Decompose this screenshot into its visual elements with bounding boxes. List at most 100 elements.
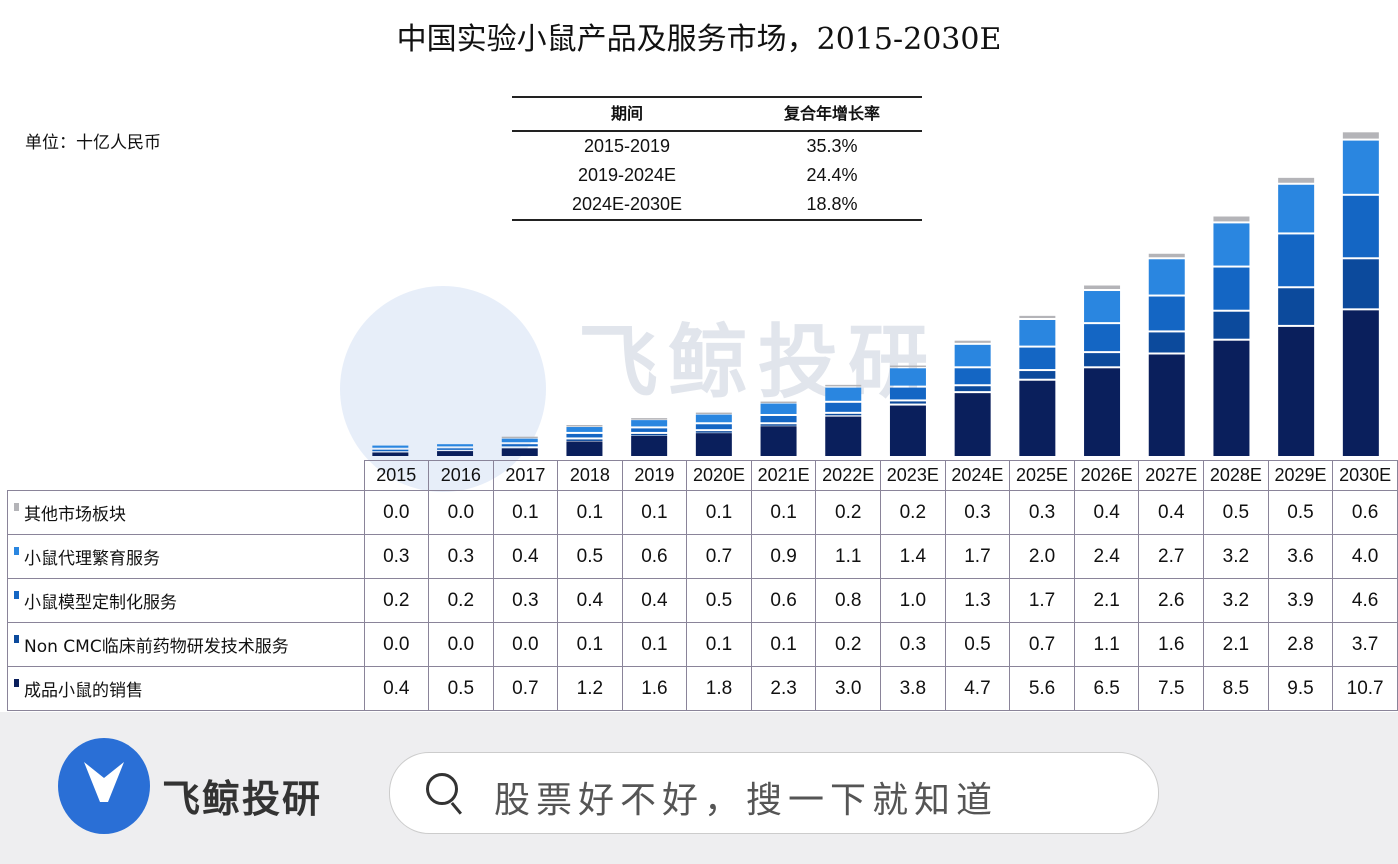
value-cell: 0.1 (686, 490, 752, 535)
value-cell: 0.5 (1267, 490, 1334, 535)
bar-segment (760, 426, 797, 456)
bar-segment (1148, 253, 1185, 258)
value-cell: 0.4 (557, 578, 623, 623)
value-cell: 10.7 (1332, 666, 1398, 711)
value-cell: 0.1 (621, 490, 688, 535)
value-cell: 2.7 (1138, 534, 1205, 579)
series-label: Non CMC临床前药物研发技术服务 (7, 622, 365, 667)
bar-segment (437, 451, 474, 456)
legend-swatch (14, 635, 19, 643)
bar-segment (437, 444, 474, 447)
cagr-rate: 35.3% (806, 136, 858, 156)
value-cell: 1.3 (944, 578, 1011, 623)
bar-segment (825, 416, 862, 456)
bar-segment (1148, 332, 1185, 353)
bar-segment (1342, 132, 1379, 139)
bar-segment (631, 433, 668, 436)
bar-segment (501, 436, 538, 439)
bar-segment (1019, 371, 1056, 379)
value-cell: 0.5 (944, 622, 1011, 667)
bar-segment (1278, 288, 1315, 325)
year-header-row: 2015 2016 2017 2018 2019 2020E 2021E 2022E 2023E… (7, 460, 1398, 491)
legend-swatch (14, 503, 19, 511)
cagr-row: 2015-2019 35.3% (512, 132, 922, 161)
series-label: 其他市场板块 (7, 490, 365, 535)
search-box[interactable]: 股票好不好，搜一下就知道 (389, 752, 1159, 834)
value-cell: 0.1 (492, 490, 559, 535)
series-label: 成品小鼠的销售 (7, 666, 365, 711)
chart-title: 中国实验小鼠产品及服务市场，2015-2030E (396, 22, 1002, 57)
cagr-period: 2019-2024E (577, 165, 677, 185)
bar-segment (1213, 223, 1250, 266)
bar-segment (889, 405, 926, 456)
cagr-rate: 24.4% (806, 165, 858, 185)
value-cell: 0.2 (363, 578, 430, 623)
value-cell: 0.4 (492, 534, 559, 579)
bar-segment (1342, 140, 1379, 194)
cagr-period: 2015-2019 (583, 136, 671, 156)
series-row: Non CMC临床前药物研发技术服务 0.0 0.0 0.0 0.1 0.1 0.1 0.1 0… (7, 622, 1398, 667)
bar-segment (631, 418, 668, 420)
bar-segment (1342, 195, 1379, 258)
value-cell: 3.7 (1332, 622, 1398, 667)
value-cell: 0.2 (815, 490, 882, 535)
blank-cell (7, 460, 365, 491)
bar-segment (437, 448, 474, 450)
bar-segment (1213, 311, 1250, 339)
bar-segment (1278, 234, 1315, 287)
series-row: 成品小鼠的销售 0.4 0.5 0.7 1.2 1.6 1.8 2.3 3.0 3.8 4.7 5.6… (7, 666, 1398, 711)
value-cell: 0.5 (686, 578, 752, 623)
value-cell: 0.7 (1009, 622, 1075, 667)
value-cell: 0.3 (492, 578, 559, 623)
series-label: 小鼠模型定制化服务 (7, 578, 365, 623)
cagr-row: 2024E-2030E 18.8% (512, 190, 922, 219)
value-cell: 0.5 (428, 666, 494, 711)
bar-segment (372, 452, 409, 456)
bar-segment (1213, 216, 1250, 222)
cagr-rate: 18.8% (806, 194, 858, 214)
bar-segment (501, 438, 538, 443)
cagr-header-period: 期间 (610, 104, 643, 123)
value-cell: 1.8 (686, 666, 752, 711)
value-cell: 1.2 (557, 666, 623, 711)
value-cell: 0.6 (750, 578, 817, 623)
series-name: 小鼠代理繁育服务 (24, 549, 160, 569)
bar-segment (695, 433, 732, 456)
value-cell: 0.7 (686, 534, 752, 579)
bar-segment (760, 401, 797, 404)
value-cell: 0.4 (621, 578, 688, 623)
value-cell: 2.8 (1267, 622, 1334, 667)
bar-segment (1148, 296, 1185, 331)
bar-segment (566, 441, 603, 456)
year-header: 2022E (815, 460, 882, 491)
year-header: 2029E (1267, 460, 1334, 491)
bar-segment (1278, 184, 1315, 233)
value-cell: 5.6 (1009, 666, 1075, 711)
bar-segment (889, 365, 926, 368)
value-cell: 7.5 (1138, 666, 1205, 711)
value-cell: 1.0 (880, 578, 946, 623)
bar-segment (825, 402, 862, 412)
series-label: 小鼠代理繁育服务 (7, 534, 365, 579)
bar-segment (1342, 310, 1379, 456)
bar-segment (372, 449, 409, 452)
bar-segment (825, 413, 862, 416)
year-header: 2026E (1073, 460, 1140, 491)
value-cell: 3.0 (815, 666, 882, 711)
value-cell: 1.4 (880, 534, 946, 579)
watermark-logo-icon (340, 286, 546, 492)
value-cell: 4.7 (944, 666, 1011, 711)
bar-segment (566, 425, 603, 427)
value-cell: 1.7 (944, 534, 1011, 579)
year-header: 2016 (428, 460, 494, 491)
value-cell: 0.0 (363, 490, 430, 535)
bar-segment (695, 424, 732, 430)
value-cell: 9.5 (1267, 666, 1334, 711)
unit-label: 单位：十亿人民币 (25, 133, 161, 153)
bar-segment (695, 412, 732, 415)
bar-segment (1084, 291, 1121, 323)
value-cell: 0.2 (815, 622, 882, 667)
year-header: 2025E (1009, 460, 1075, 491)
legend-swatch (14, 679, 19, 687)
bar-segment (1148, 354, 1185, 456)
